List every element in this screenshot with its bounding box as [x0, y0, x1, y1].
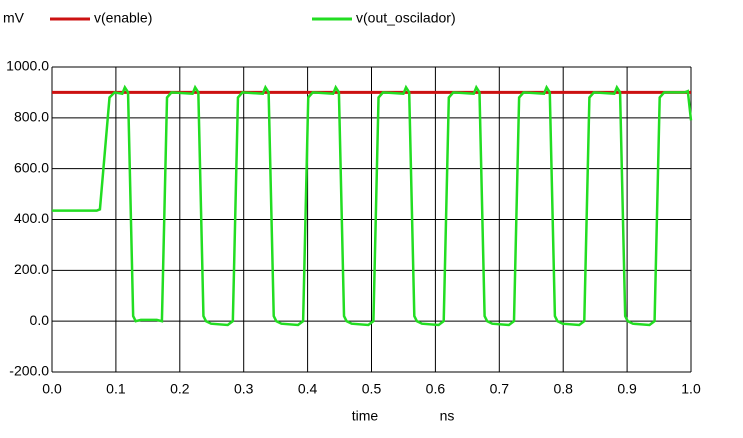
y-tick-label: 1000.0 — [6, 58, 49, 74]
x-tick-label: 0.7 — [490, 381, 510, 397]
y-tick-label: 800.0 — [14, 109, 49, 125]
y-axis-unit: mV — [3, 10, 25, 26]
y-tick-label: 600.0 — [14, 159, 49, 175]
legend-label: v(enable) — [94, 10, 152, 26]
data-line — [52, 84, 693, 327]
x-tick-label: 1.0 — [681, 381, 701, 397]
x-axis-unit: ns — [440, 408, 455, 424]
x-tick-label: 0.6 — [426, 381, 446, 397]
y-tick-label: 200.0 — [14, 261, 49, 277]
x-tick-label: 0.8 — [553, 381, 573, 397]
x-axis-label: time — [352, 408, 379, 424]
y-tick-label: 400.0 — [14, 210, 49, 226]
x-tick-label: 0.9 — [617, 381, 637, 397]
x-tick-label: 0.4 — [298, 381, 318, 397]
y-tick-label: 0.0 — [30, 312, 50, 328]
x-tick-label: 0.2 — [170, 381, 190, 397]
x-tick-label: 0.1 — [106, 381, 126, 397]
legend-label: v(out_oscilador) — [356, 10, 456, 26]
x-tick-label: 0.5 — [362, 381, 382, 397]
x-tick-label: 0.0 — [42, 381, 62, 397]
x-tick-label: 0.3 — [234, 381, 254, 397]
y-tick-label: -200.0 — [9, 363, 49, 379]
